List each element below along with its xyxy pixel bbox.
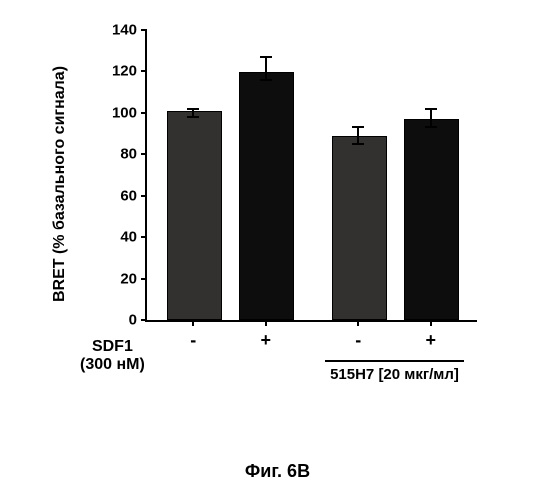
y-tick-label: 120: [112, 63, 137, 80]
x-tick: [265, 320, 267, 326]
y-tick-label: 140: [112, 22, 137, 39]
bar: [332, 136, 387, 320]
y-tick: [141, 278, 147, 280]
y-tick: [141, 195, 147, 197]
error-cap: [352, 143, 364, 145]
bar: [167, 111, 222, 320]
error-cap: [187, 116, 199, 118]
error-cap: [260, 79, 272, 81]
y-tick: [141, 70, 147, 72]
error-cap: [425, 126, 437, 128]
x-tick: [192, 320, 194, 326]
y-tick: [141, 319, 147, 321]
y-tick-label: 20: [120, 270, 137, 287]
antibody-underline: [325, 360, 464, 362]
error-bar: [430, 109, 432, 128]
error-cap: [260, 56, 272, 58]
y-tick: [141, 112, 147, 114]
x-category-label: -: [190, 330, 196, 351]
error-bar: [357, 127, 359, 144]
y-tick: [141, 153, 147, 155]
error-bar: [265, 57, 267, 80]
y-tick-label: 100: [112, 104, 137, 121]
y-tick-label: 60: [120, 187, 137, 204]
x-category-label: -: [355, 330, 361, 351]
figure-label: Фиг. 6B: [245, 461, 310, 482]
y-tick-label: 40: [120, 229, 137, 246]
y-tick: [141, 29, 147, 31]
x-tick: [430, 320, 432, 326]
sdf1-line2: (300 нМ): [80, 356, 145, 374]
error-cap: [425, 108, 437, 110]
sdf1-line1: SDF1: [80, 338, 145, 356]
bar: [239, 72, 294, 321]
antibody-label: 515H7 [20 мкг/мл]: [330, 366, 459, 383]
error-cap: [352, 126, 364, 128]
chart-container: BRET (% базального сигнала) 020406080100…: [50, 20, 510, 430]
y-tick-label: 0: [129, 312, 137, 329]
y-tick-label: 80: [120, 146, 137, 163]
y-axis-label: BRET (% базального сигнала): [51, 66, 69, 302]
x-tick: [357, 320, 359, 326]
x-category-label: +: [426, 330, 437, 351]
x-category-label: +: [261, 330, 272, 351]
plot-area: 020406080100120140-+-+515H7 [20 мкг/мл]: [145, 30, 477, 322]
y-tick: [141, 236, 147, 238]
error-cap: [187, 108, 199, 110]
sdf1-legend: SDF1 (300 нМ): [80, 338, 145, 374]
bar: [404, 119, 459, 320]
